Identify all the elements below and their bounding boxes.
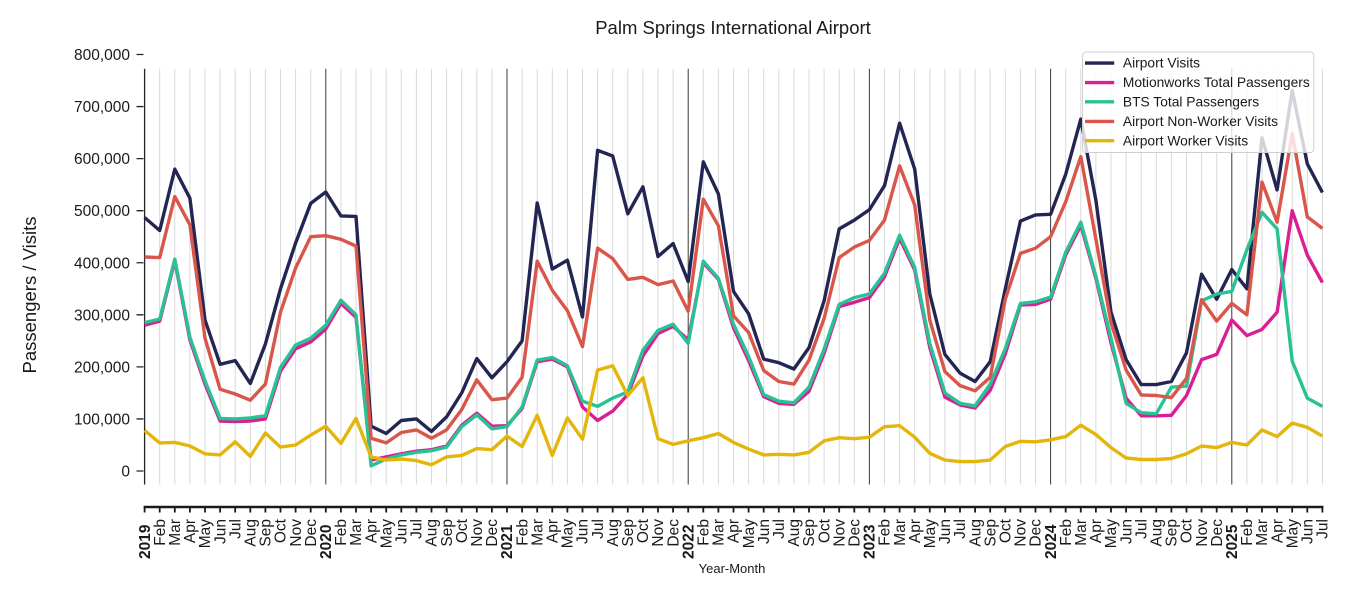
svg-text:500,000: 500,000 <box>74 203 130 220</box>
svg-text:Airport Visits: Airport Visits <box>1123 56 1200 71</box>
svg-text:400,000: 400,000 <box>74 255 130 272</box>
svg-text:Mar: Mar <box>167 519 184 546</box>
svg-text:Jul: Jul <box>952 519 969 539</box>
svg-text:Passengers / Visits: Passengers / Visits <box>19 217 40 374</box>
svg-text:Jun: Jun <box>212 519 229 544</box>
svg-text:Dec: Dec <box>665 519 682 547</box>
svg-text:Nov: Nov <box>650 519 667 547</box>
svg-text:Jun: Jun <box>1118 519 1135 544</box>
svg-text:Apr: Apr <box>1269 519 1286 543</box>
svg-text:Motionworks Total Passengers: Motionworks Total Passengers <box>1123 75 1310 90</box>
svg-text:Apr: Apr <box>363 519 380 543</box>
svg-text:Sep: Sep <box>620 519 637 547</box>
svg-text:Jul: Jul <box>1315 519 1332 539</box>
svg-text:May: May <box>922 519 939 549</box>
svg-text:Nov: Nov <box>1194 519 1211 547</box>
svg-text:Sep: Sep <box>258 519 275 547</box>
svg-text:Jul: Jul <box>1133 519 1150 539</box>
svg-text:2020: 2020 <box>318 525 335 559</box>
svg-text:May: May <box>1103 519 1120 549</box>
svg-text:Dec: Dec <box>1209 519 1226 547</box>
svg-text:Apr: Apr <box>1088 519 1105 543</box>
svg-text:Nov: Nov <box>469 519 486 547</box>
svg-text:May: May <box>560 519 577 549</box>
svg-text:Feb: Feb <box>696 519 713 546</box>
svg-text:2023: 2023 <box>862 524 879 559</box>
svg-text:Apr: Apr <box>545 519 562 543</box>
svg-text:Oct: Oct <box>454 518 471 543</box>
svg-text:2019: 2019 <box>137 524 154 559</box>
svg-text:Sep: Sep <box>1164 519 1181 547</box>
svg-text:Aug: Aug <box>424 519 441 547</box>
svg-text:Mar: Mar <box>711 519 728 546</box>
svg-text:Oct: Oct <box>1179 518 1196 543</box>
svg-text:Airport Non-Worker Visits: Airport Non-Worker Visits <box>1123 114 1278 129</box>
svg-text:Oct: Oct <box>816 518 833 543</box>
svg-text:Oct: Oct <box>998 518 1015 543</box>
svg-text:Jun: Jun <box>575 519 592 544</box>
svg-text:2024: 2024 <box>1043 524 1060 559</box>
svg-text:Sep: Sep <box>439 519 456 547</box>
svg-text:Palm Springs International Air: Palm Springs International Airport <box>595 17 871 38</box>
svg-text:Apr: Apr <box>907 519 924 543</box>
svg-text:Nov: Nov <box>831 519 848 547</box>
svg-text:Jun: Jun <box>394 519 411 544</box>
svg-text:Aug: Aug <box>243 519 260 547</box>
svg-text:Oct: Oct <box>635 518 652 543</box>
svg-text:Dec: Dec <box>484 519 501 547</box>
svg-text:Mar: Mar <box>892 519 909 546</box>
svg-text:Sep: Sep <box>801 519 818 547</box>
svg-text:Nov: Nov <box>288 519 305 547</box>
svg-text:Year-Month: Year-Month <box>699 561 766 576</box>
svg-text:Jun: Jun <box>756 519 773 544</box>
svg-text:600,000: 600,000 <box>74 151 130 168</box>
svg-text:700,000: 700,000 <box>74 99 130 116</box>
svg-text:300,000: 300,000 <box>74 307 130 324</box>
svg-text:Feb: Feb <box>152 519 169 546</box>
svg-text:Mar: Mar <box>348 519 365 546</box>
svg-text:Aug: Aug <box>605 519 622 547</box>
svg-text:May: May <box>1284 519 1301 549</box>
svg-text:800,000: 800,000 <box>74 47 130 64</box>
svg-text:Feb: Feb <box>877 519 894 546</box>
svg-text:Mar: Mar <box>1254 519 1271 546</box>
svg-text:BTS Total Passengers: BTS Total Passengers <box>1123 94 1259 109</box>
svg-text:Dec: Dec <box>303 519 320 547</box>
svg-text:Mar: Mar <box>1073 519 1090 546</box>
svg-text:Feb: Feb <box>333 519 350 546</box>
svg-text:2022: 2022 <box>680 525 697 559</box>
svg-text:Mar: Mar <box>529 519 546 546</box>
svg-text:0: 0 <box>121 464 130 481</box>
svg-text:2021: 2021 <box>499 524 516 559</box>
svg-text:Feb: Feb <box>1239 519 1256 546</box>
svg-text:Oct: Oct <box>273 518 290 543</box>
svg-text:Nov: Nov <box>1013 519 1030 547</box>
svg-text:Feb: Feb <box>514 519 531 546</box>
svg-text:Jun: Jun <box>1300 519 1317 544</box>
svg-text:Apr: Apr <box>726 519 743 543</box>
svg-text:Sep: Sep <box>982 519 999 547</box>
svg-text:Dec: Dec <box>1028 519 1045 547</box>
svg-text:Aug: Aug <box>1149 519 1166 547</box>
svg-text:May: May <box>378 519 395 549</box>
svg-text:Jul: Jul <box>590 519 607 539</box>
svg-text:Dec: Dec <box>847 519 864 547</box>
svg-text:200,000: 200,000 <box>74 359 130 376</box>
svg-text:Jun: Jun <box>937 519 954 544</box>
svg-text:Jul: Jul <box>409 519 426 539</box>
svg-text:Apr: Apr <box>182 519 199 543</box>
svg-text:100,000: 100,000 <box>74 411 130 428</box>
svg-text:Aug: Aug <box>786 519 803 547</box>
svg-text:May: May <box>197 519 214 549</box>
svg-text:May: May <box>741 519 758 549</box>
svg-text:Jul: Jul <box>227 519 244 539</box>
svg-text:Jul: Jul <box>771 519 788 539</box>
svg-text:2025: 2025 <box>1224 524 1241 559</box>
svg-text:Airport Worker Visits: Airport Worker Visits <box>1123 133 1248 148</box>
svg-text:Aug: Aug <box>967 519 984 547</box>
svg-text:Feb: Feb <box>1058 519 1075 546</box>
